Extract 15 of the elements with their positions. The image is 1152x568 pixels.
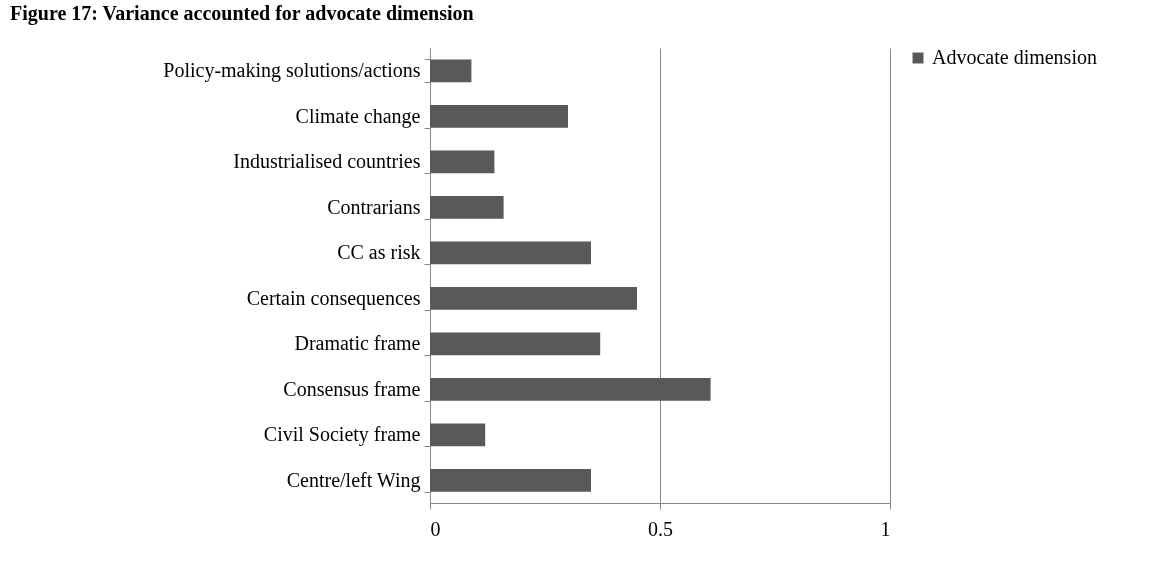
y-tick-label: Consensus frame bbox=[283, 377, 421, 400]
y-tick-label: Industrialised countries bbox=[233, 150, 421, 173]
y-tick-label: Contrarians bbox=[327, 195, 421, 218]
y-tick-label: CC as risk bbox=[337, 241, 421, 264]
y-tick-label: Civil Society frame bbox=[263, 423, 421, 447]
y-tick-label: Centre/left Wing bbox=[286, 468, 421, 492]
x-tick-label: 1 bbox=[880, 517, 891, 540]
y-tick-label: Policy-making solutions/actions bbox=[163, 59, 421, 83]
text: Figure 17: Variance accounted for advocate dimension bbox=[10, 2, 474, 25]
y-tick-label: Dramatic frame bbox=[294, 332, 421, 355]
x-tick-label: 0 bbox=[430, 517, 441, 540]
x-tick-label: 0.5 bbox=[648, 517, 673, 540]
y-tick-label: Climate change bbox=[295, 104, 421, 128]
y-tick-label: Certain consequences bbox=[246, 286, 421, 310]
legend-label: Advocate dimension bbox=[932, 46, 1097, 68]
